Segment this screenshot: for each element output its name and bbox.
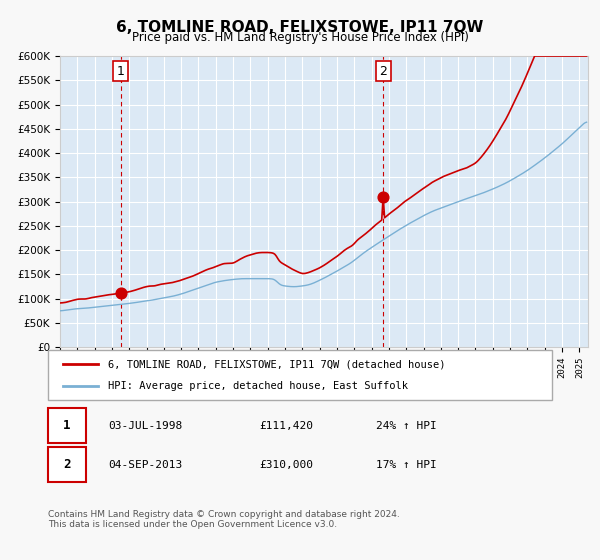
Text: 1: 1 [63,419,71,432]
FancyBboxPatch shape [48,447,86,482]
Text: Contains HM Land Registry data © Crown copyright and database right 2024.
This d: Contains HM Land Registry data © Crown c… [48,510,400,529]
Text: 17% ↑ HPI: 17% ↑ HPI [376,460,436,470]
Text: 2: 2 [63,458,71,472]
FancyBboxPatch shape [48,408,86,444]
Text: 2: 2 [379,65,387,78]
Text: £310,000: £310,000 [260,460,314,470]
Text: 04-SEP-2013: 04-SEP-2013 [109,460,183,470]
Text: £111,420: £111,420 [260,421,314,431]
Text: Price paid vs. HM Land Registry's House Price Index (HPI): Price paid vs. HM Land Registry's House … [131,31,469,44]
Text: HPI: Average price, detached house, East Suffolk: HPI: Average price, detached house, East… [109,381,409,391]
Text: 03-JUL-1998: 03-JUL-1998 [109,421,183,431]
Text: 6, TOMLINE ROAD, FELIXSTOWE, IP11 7QW (detached house): 6, TOMLINE ROAD, FELIXSTOWE, IP11 7QW (d… [109,359,446,369]
Text: 6, TOMLINE ROAD, FELIXSTOWE, IP11 7QW: 6, TOMLINE ROAD, FELIXSTOWE, IP11 7QW [116,20,484,35]
FancyBboxPatch shape [48,350,552,400]
Point [116,288,125,297]
Text: 1: 1 [116,65,125,78]
Point [379,192,388,201]
Text: 24% ↑ HPI: 24% ↑ HPI [376,421,436,431]
